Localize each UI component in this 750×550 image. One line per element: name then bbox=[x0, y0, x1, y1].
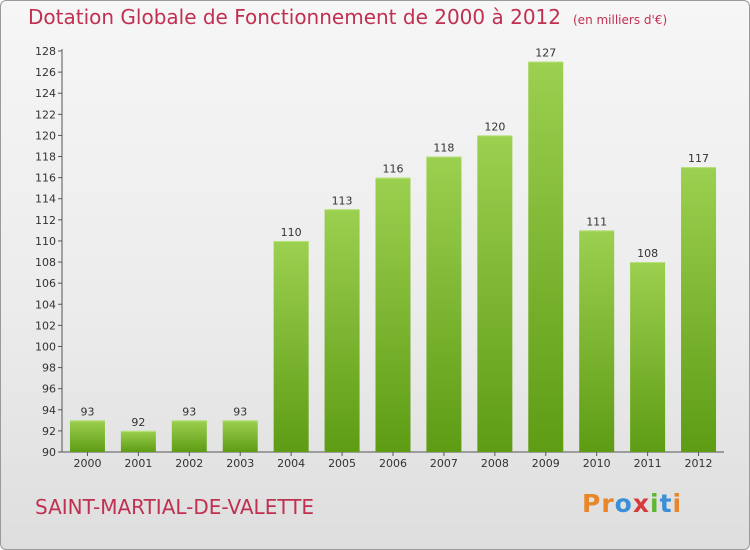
y-tick-label: 96 bbox=[42, 383, 56, 396]
bar-2007 bbox=[426, 156, 462, 453]
bar-2011 bbox=[630, 262, 666, 452]
x-tick-label: 2005 bbox=[328, 457, 356, 470]
x-tick-label: 2000 bbox=[73, 457, 101, 470]
x-tick-label: 2008 bbox=[481, 457, 509, 470]
y-tick-label: 100 bbox=[35, 340, 56, 353]
y-tick-label: 122 bbox=[35, 108, 56, 121]
y-tick-label: 98 bbox=[42, 362, 56, 375]
proxiti-logo: Proxiti bbox=[582, 489, 682, 518]
y-tick-label: 126 bbox=[35, 66, 56, 79]
logo-letter: r bbox=[601, 489, 615, 518]
commune-name: SAINT-MARTIAL-DE-VALETTE bbox=[35, 495, 315, 519]
y-tick-label: 120 bbox=[35, 129, 56, 142]
bar-2000 bbox=[69, 420, 105, 452]
data-label-2011: 108 bbox=[637, 247, 658, 260]
y-tick-label: 102 bbox=[35, 319, 56, 332]
data-label-2012: 117 bbox=[688, 152, 709, 165]
data-label-2009: 127 bbox=[535, 47, 556, 60]
y-tick-label: 118 bbox=[35, 151, 56, 164]
logo-letter: t bbox=[659, 489, 673, 518]
y-tick-label: 104 bbox=[35, 298, 56, 311]
y-tick-label: 112 bbox=[35, 214, 56, 227]
logo-letter: x bbox=[632, 489, 650, 518]
logo-letter: P bbox=[582, 489, 602, 518]
bar-2001 bbox=[120, 430, 156, 452]
x-tick-label: 2010 bbox=[583, 457, 611, 470]
data-label-2003: 93 bbox=[233, 405, 247, 418]
y-tick-label: 116 bbox=[35, 172, 56, 185]
x-tick-label: 2004 bbox=[277, 457, 305, 470]
x-tick-label: 2007 bbox=[430, 457, 458, 470]
bar-2004 bbox=[273, 240, 309, 452]
logo-letter: i bbox=[672, 489, 683, 518]
bar-2002 bbox=[171, 420, 207, 452]
y-tick-label: 94 bbox=[42, 404, 56, 417]
x-tick-label: 2011 bbox=[634, 457, 662, 470]
x-tick-label: 2001 bbox=[124, 457, 152, 470]
x-tick-label: 2006 bbox=[379, 457, 407, 470]
y-tick-label: 128 bbox=[35, 45, 56, 58]
logo-letter: o bbox=[614, 489, 633, 518]
y-tick-label: 90 bbox=[42, 446, 56, 459]
y-tick-label: 124 bbox=[35, 87, 56, 100]
data-label-2010: 111 bbox=[586, 215, 607, 228]
x-tick-label: 2012 bbox=[685, 457, 713, 470]
bar-2010 bbox=[579, 230, 615, 452]
bar-2003 bbox=[222, 420, 258, 452]
data-label-2004: 110 bbox=[281, 226, 302, 239]
chart-subtitle: (en milliers d'€) bbox=[573, 13, 668, 27]
data-label-2008: 120 bbox=[484, 120, 505, 133]
data-label-2002: 93 bbox=[182, 405, 196, 418]
x-tick-label: 2003 bbox=[226, 457, 254, 470]
logo-letter: i bbox=[650, 489, 660, 518]
x-tick-label: 2009 bbox=[532, 457, 560, 470]
data-label-2006: 116 bbox=[383, 163, 404, 176]
y-tick-label: 110 bbox=[35, 235, 56, 248]
y-tick-label: 114 bbox=[35, 193, 56, 206]
y-tick-label: 108 bbox=[35, 256, 56, 269]
data-label-2001: 92 bbox=[131, 416, 145, 429]
bar-2009 bbox=[528, 61, 564, 452]
x-tick-label: 2002 bbox=[175, 457, 203, 470]
chart-title: Dotation Globale de Fonctionnement de 20… bbox=[28, 5, 667, 29]
data-label-2007: 118 bbox=[433, 142, 454, 155]
y-tick-label: 92 bbox=[42, 425, 56, 438]
chart-title-text: Dotation Globale de Fonctionnement de 20… bbox=[28, 5, 561, 29]
bar-2005 bbox=[324, 209, 360, 452]
bar-2008 bbox=[477, 135, 513, 452]
bar-2012 bbox=[681, 167, 717, 452]
y-tick-label: 106 bbox=[35, 277, 56, 290]
data-label-2005: 113 bbox=[332, 194, 353, 207]
data-label-2000: 93 bbox=[80, 405, 94, 418]
bar-2006 bbox=[375, 177, 411, 452]
